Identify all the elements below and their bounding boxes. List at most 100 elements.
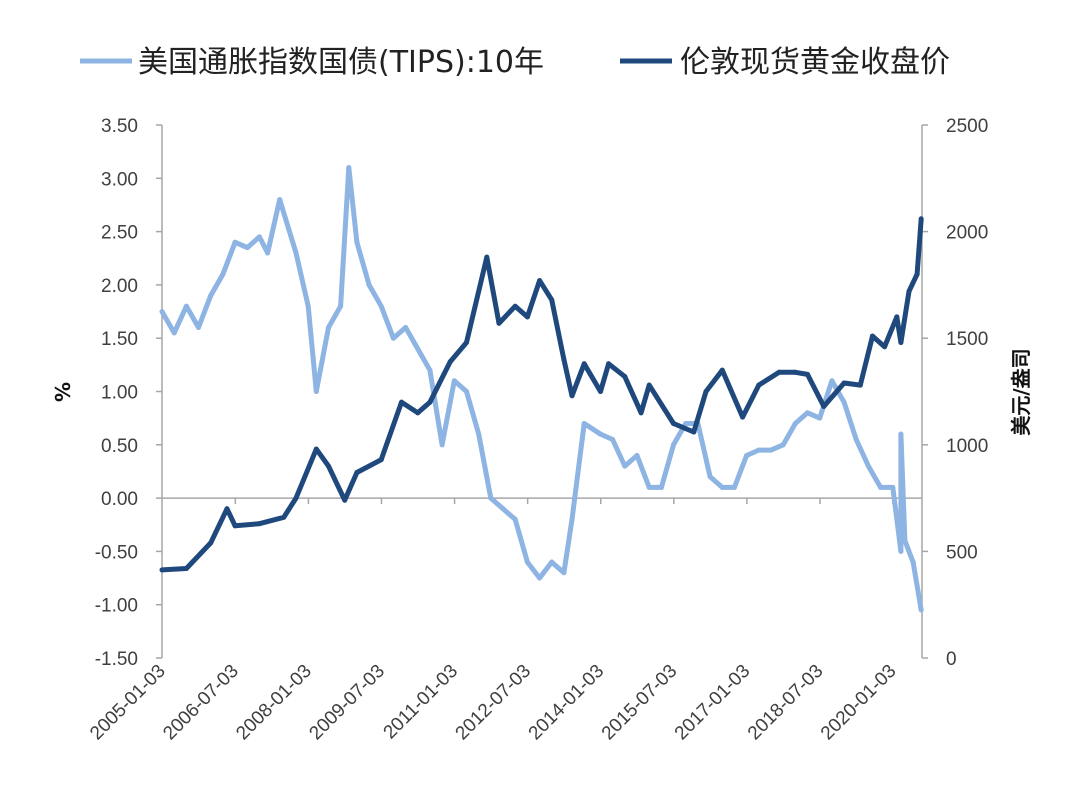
data-point-tips bbox=[817, 415, 823, 421]
data-point-gold bbox=[447, 359, 453, 365]
data-point-tips bbox=[196, 325, 202, 331]
data-point-tips bbox=[549, 559, 555, 565]
data-point-gold bbox=[894, 314, 900, 320]
y-right-tick-label: 2500 bbox=[946, 116, 988, 137]
data-point-gold bbox=[232, 523, 238, 529]
x-tick-label: 2011-01-03 bbox=[380, 661, 463, 744]
data-point-tips bbox=[265, 250, 271, 256]
y-left-tick-label: -1.50 bbox=[95, 649, 138, 670]
y-right-tick-label: 1500 bbox=[946, 329, 988, 350]
legend-label-gold: 伦敦现货黄金收盘价 bbox=[680, 45, 950, 80]
data-point-gold bbox=[342, 497, 348, 503]
data-point-gold bbox=[524, 314, 530, 320]
data-point-tips bbox=[853, 436, 859, 442]
data-point-tips bbox=[719, 484, 725, 490]
x-tick-label: 2008-01-03 bbox=[232, 661, 316, 745]
data-point-gold bbox=[159, 567, 165, 573]
data-point-gold bbox=[581, 361, 587, 367]
data-point-tips bbox=[902, 538, 908, 544]
data-point-tips bbox=[744, 452, 750, 458]
x-tick-label: 2020-01-03 bbox=[817, 661, 901, 745]
y-left-tick-label: 1.00 bbox=[101, 383, 138, 404]
x-tick-label: 2005-01-03 bbox=[86, 661, 170, 745]
data-point-gold bbox=[256, 521, 262, 527]
data-point-tips bbox=[646, 484, 652, 490]
data-point-gold bbox=[857, 382, 863, 388]
data-point-tips bbox=[524, 559, 530, 565]
y-left-tick-label: 2.50 bbox=[101, 223, 138, 244]
y-left-tick-label: 2.00 bbox=[101, 276, 138, 297]
y-left-tick-label: 1.50 bbox=[101, 329, 138, 350]
x-tick-label: 2017-01-03 bbox=[671, 661, 755, 745]
data-point-tips bbox=[898, 431, 904, 437]
x-tick-label: 2006-07-03 bbox=[159, 661, 243, 745]
data-point-gold bbox=[906, 288, 912, 294]
data-point-gold bbox=[805, 371, 811, 377]
data-point-tips bbox=[390, 335, 396, 341]
data-point-gold bbox=[224, 506, 230, 512]
data-point-tips bbox=[366, 282, 372, 288]
data-point-gold bbox=[691, 429, 697, 435]
y-right-tick-label: 2000 bbox=[946, 223, 988, 244]
data-point-gold bbox=[671, 420, 677, 426]
data-point-gold bbox=[638, 410, 644, 416]
data-point-tips bbox=[569, 516, 575, 522]
data-point-gold bbox=[918, 216, 924, 222]
series-line-tips bbox=[159, 165, 924, 611]
data-point-tips bbox=[597, 431, 603, 437]
data-point-tips bbox=[183, 303, 189, 309]
data-point-tips bbox=[622, 463, 628, 469]
data-point-tips bbox=[898, 548, 904, 554]
legend-label-tips: 美国通胀指数国债(TIPS):10年 bbox=[138, 45, 544, 80]
data-point-gold bbox=[313, 446, 319, 452]
y-right-tick-label: 500 bbox=[946, 542, 978, 563]
data-point-tips bbox=[658, 484, 664, 490]
data-point-gold bbox=[776, 369, 782, 375]
data-point-tips bbox=[277, 197, 283, 203]
data-point-tips bbox=[354, 239, 360, 245]
data-point-tips bbox=[671, 442, 677, 448]
data-point-gold bbox=[399, 399, 405, 405]
data-point-tips bbox=[610, 436, 616, 442]
legend: 美国通胀指数国债(TIPS):10年 伦敦现货黄金收盘价 bbox=[80, 45, 950, 80]
data-point-tips bbox=[500, 506, 506, 512]
data-point-tips bbox=[476, 431, 482, 437]
data-point-tips bbox=[346, 165, 352, 171]
data-point-tips bbox=[731, 484, 737, 490]
data-point-gold bbox=[183, 565, 189, 571]
data-point-tips bbox=[918, 607, 924, 613]
data-point-gold bbox=[622, 374, 628, 380]
data-point-gold bbox=[537, 278, 543, 284]
data-point-tips bbox=[805, 410, 811, 416]
data-point-tips bbox=[256, 234, 262, 240]
data-point-gold bbox=[719, 367, 725, 373]
data-point-tips bbox=[159, 309, 165, 315]
data-point-gold bbox=[484, 254, 490, 260]
data-point-tips bbox=[488, 495, 494, 501]
data-point-gold bbox=[597, 389, 603, 394]
y-left-tick-label: 3.00 bbox=[101, 169, 138, 190]
data-point-gold bbox=[512, 303, 518, 309]
data-point-tips bbox=[208, 293, 214, 299]
data-point-gold bbox=[496, 320, 502, 326]
data-point-tips bbox=[792, 420, 798, 426]
x-tick-label: 2014-01-03 bbox=[525, 661, 609, 745]
y-left-tick-label: 0.50 bbox=[101, 436, 138, 457]
data-point-gold bbox=[792, 369, 798, 375]
data-point-tips bbox=[780, 442, 786, 448]
data-point-tips bbox=[232, 239, 238, 245]
y-left-axis-title: % bbox=[51, 382, 75, 402]
data-point-tips bbox=[427, 367, 433, 373]
data-point-tips bbox=[305, 303, 311, 309]
data-point-gold bbox=[378, 457, 384, 463]
data-point-tips bbox=[220, 271, 226, 277]
data-point-tips bbox=[313, 389, 319, 394]
data-point-tips bbox=[634, 452, 640, 458]
data-point-tips bbox=[451, 378, 457, 384]
data-point-tips bbox=[768, 447, 774, 453]
data-point-gold bbox=[325, 463, 331, 469]
data-point-gold bbox=[415, 410, 421, 416]
y-left-tick-label: -1.00 bbox=[95, 596, 138, 617]
data-point-tips bbox=[325, 325, 331, 331]
